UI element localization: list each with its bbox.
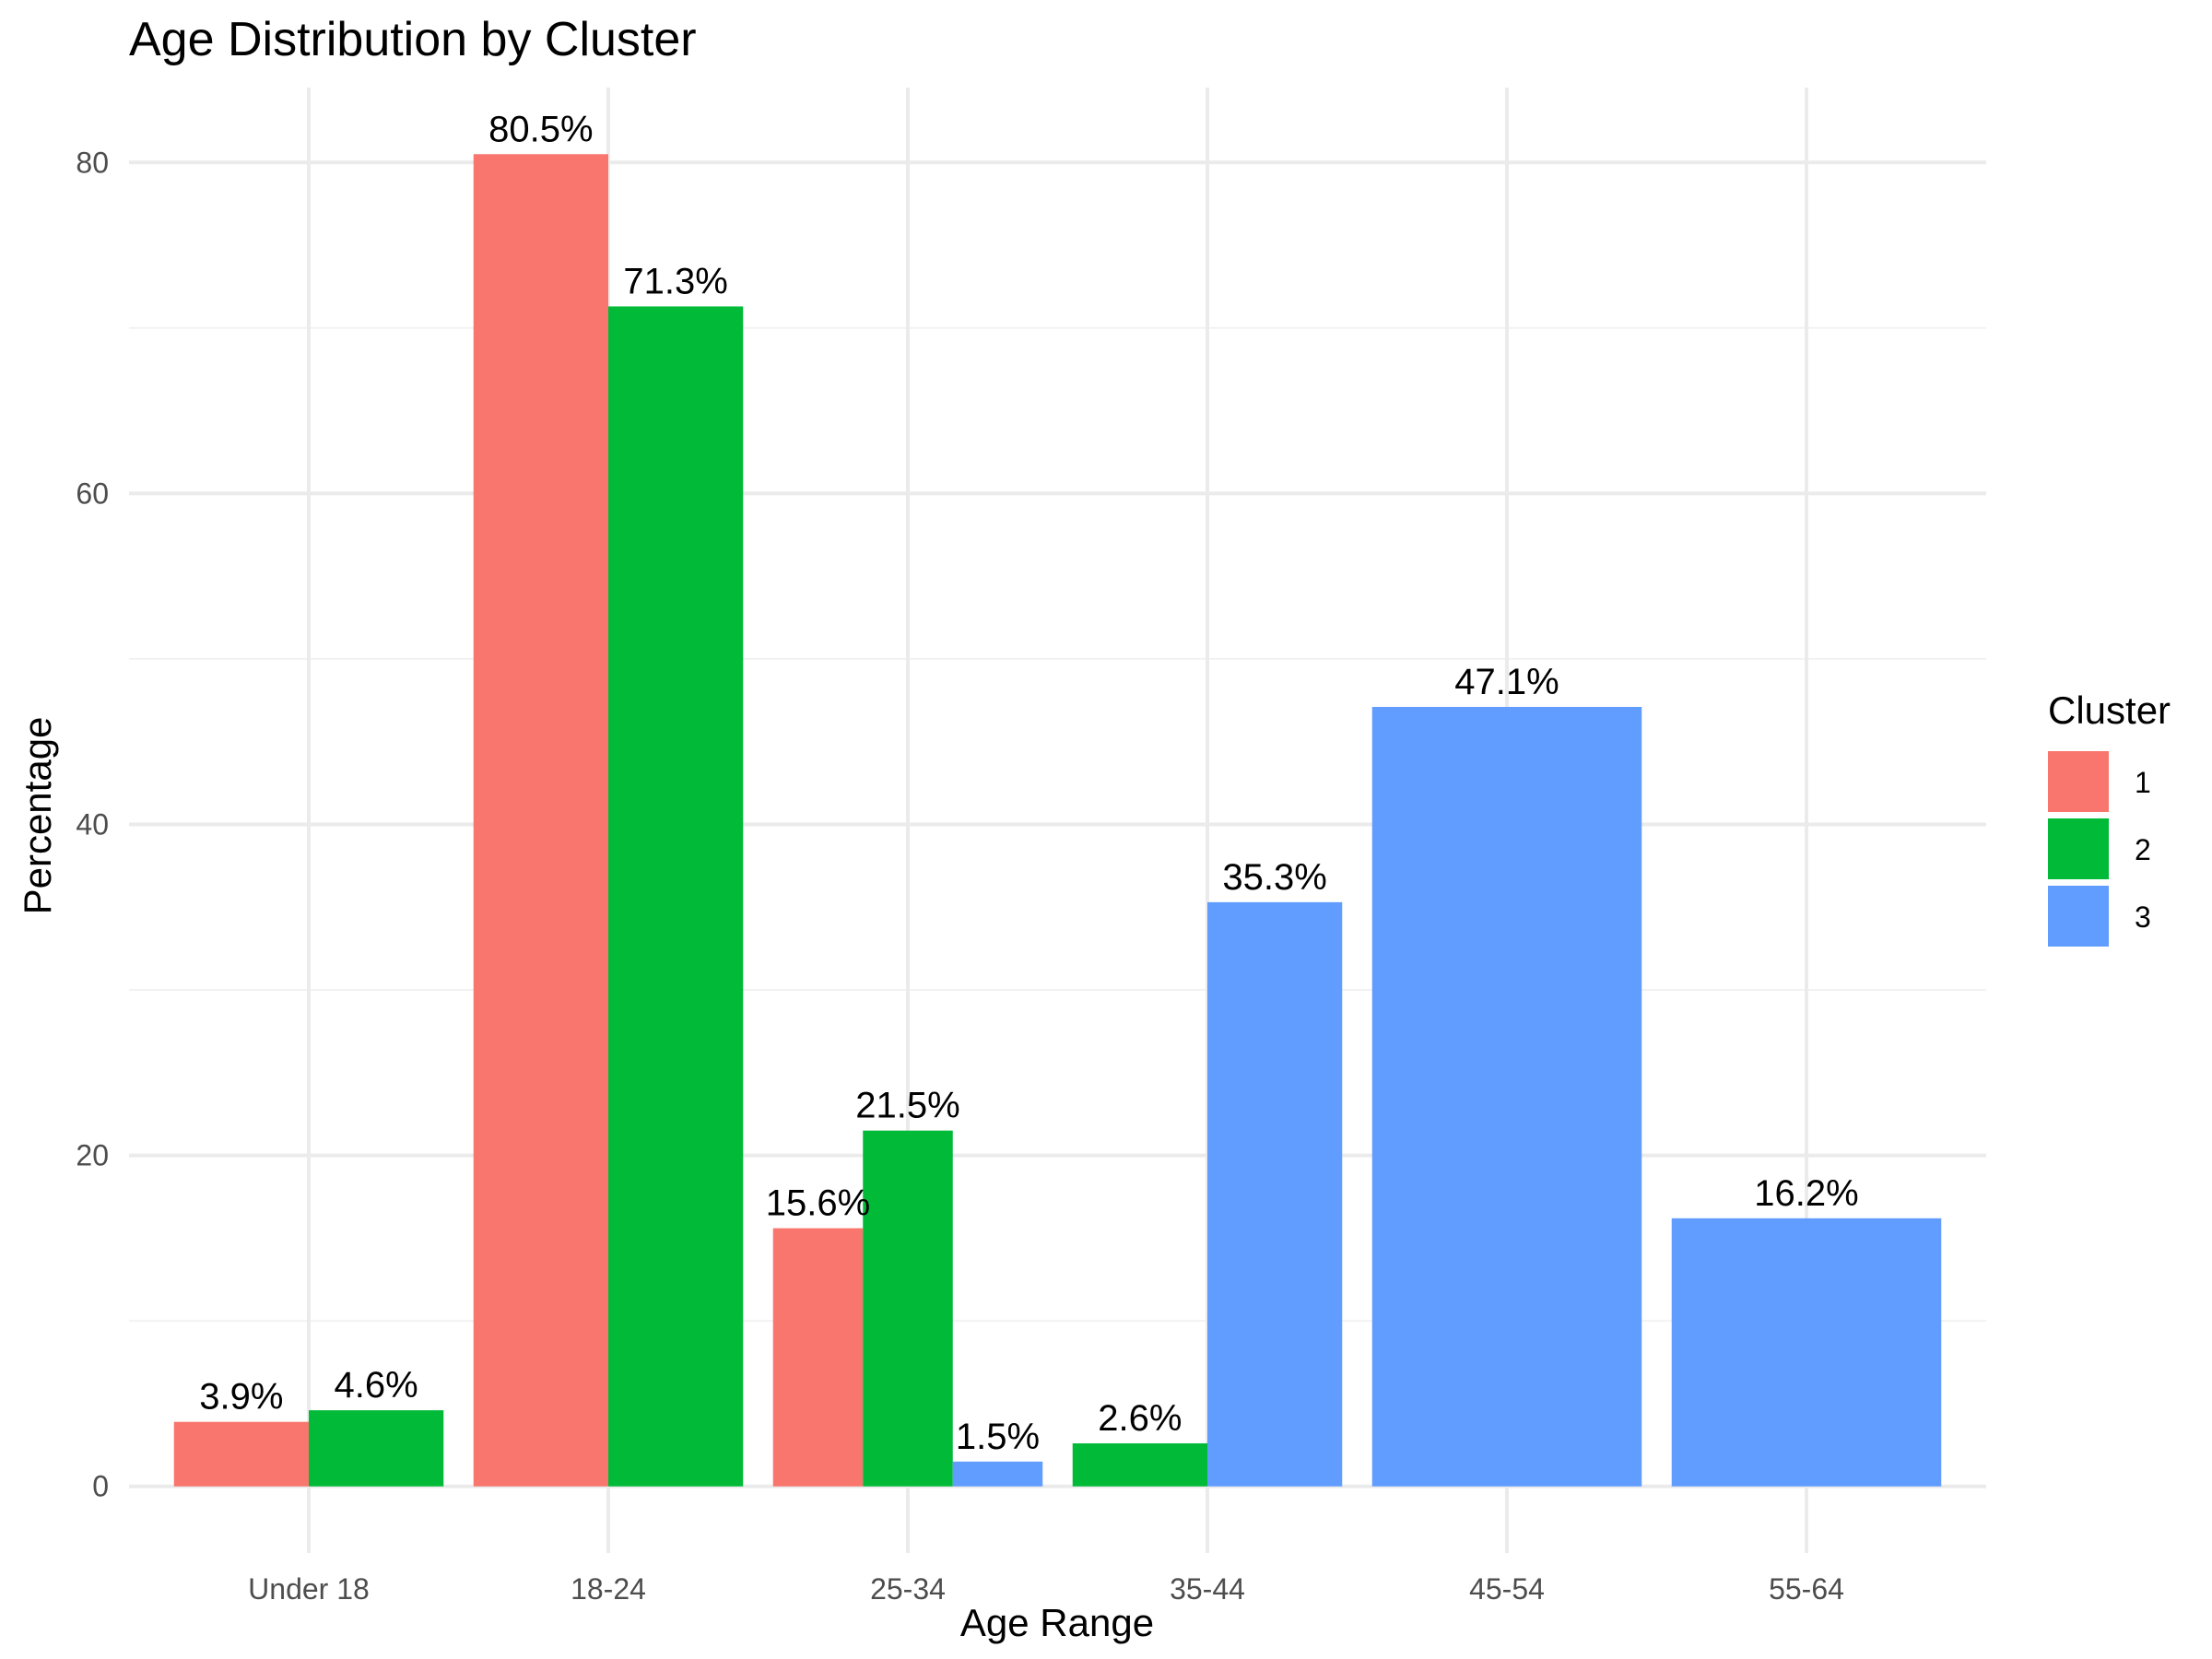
bar-35-44-cluster-2	[1072, 1443, 1207, 1487]
y-tick-label: 60	[76, 477, 109, 510]
legend-key-3	[2048, 886, 2109, 947]
y-tick-label: 40	[76, 807, 109, 841]
y-tick-label: 80	[76, 146, 109, 179]
x-axis-ticks: Under 18 18-24 25-34 35-44 45-54 55-64	[248, 1572, 1844, 1606]
data-label: 80.5%	[488, 109, 593, 149]
data-label: 15.6%	[766, 1183, 870, 1224]
legend-label: 1	[2135, 766, 2151, 799]
x-tick-label: 25-34	[870, 1572, 946, 1606]
x-tick-label: Under 18	[248, 1572, 370, 1606]
chart-title: Age Distribution by Cluster	[129, 13, 697, 66]
x-tick-label: 55-64	[1769, 1572, 1844, 1606]
data-label: 16.2%	[1754, 1173, 1858, 1214]
bar-35-44-cluster-3	[1207, 901, 1343, 1487]
bar-55-64-cluster-3	[1671, 1218, 1942, 1487]
data-label: 47.1%	[1454, 662, 1559, 702]
x-tick-label: 45-54	[1469, 1572, 1545, 1606]
data-label: 1.5%	[956, 1417, 1040, 1457]
bar-under-18-cluster-2	[309, 1410, 444, 1487]
legend-label: 3	[2135, 900, 2151, 934]
bar-25-34-cluster-2	[863, 1130, 953, 1487]
legend-key-1	[2048, 751, 2109, 812]
legend: Cluster 1 2 3	[2048, 688, 2171, 947]
x-tick-label: 35-44	[1170, 1572, 1245, 1606]
y-axis-ticks: 0 20 40 60 80	[76, 146, 109, 1502]
data-label: 35.3%	[1222, 857, 1326, 898]
x-tick-label: 18-24	[571, 1572, 646, 1606]
legend-items: 1 2 3	[2048, 751, 2151, 947]
data-label: 71.3%	[623, 261, 727, 301]
bar-under-18-cluster-1	[173, 1421, 309, 1487]
bar-25-34-cluster-1	[772, 1228, 864, 1487]
data-label: 4.6%	[335, 1365, 418, 1406]
bars	[173, 154, 1942, 1487]
bar-45-54-cluster-3	[1371, 707, 1642, 1487]
y-tick-label: 0	[92, 1470, 109, 1503]
data-label: 2.6%	[1098, 1398, 1182, 1439]
legend-title: Cluster	[2048, 688, 2171, 732]
x-axis-title: Age Range	[960, 1601, 1154, 1644]
y-tick-label: 20	[76, 1139, 109, 1172]
y-axis-title: Percentage	[16, 717, 59, 915]
data-label: 21.5%	[855, 1086, 959, 1126]
bar-18-24-cluster-1	[473, 154, 608, 1487]
data-labels: 3.9% 4.6% 80.5% 71.3% 15.6% 21.5% 1.5% 2.6% 35.3…	[199, 109, 1858, 1457]
legend-key-2	[2048, 818, 2109, 879]
bar-18-24-cluster-2	[608, 306, 744, 1487]
legend-label: 2	[2135, 833, 2151, 866]
data-label: 3.9%	[199, 1377, 283, 1418]
bar-25-34-cluster-3	[952, 1461, 1043, 1487]
